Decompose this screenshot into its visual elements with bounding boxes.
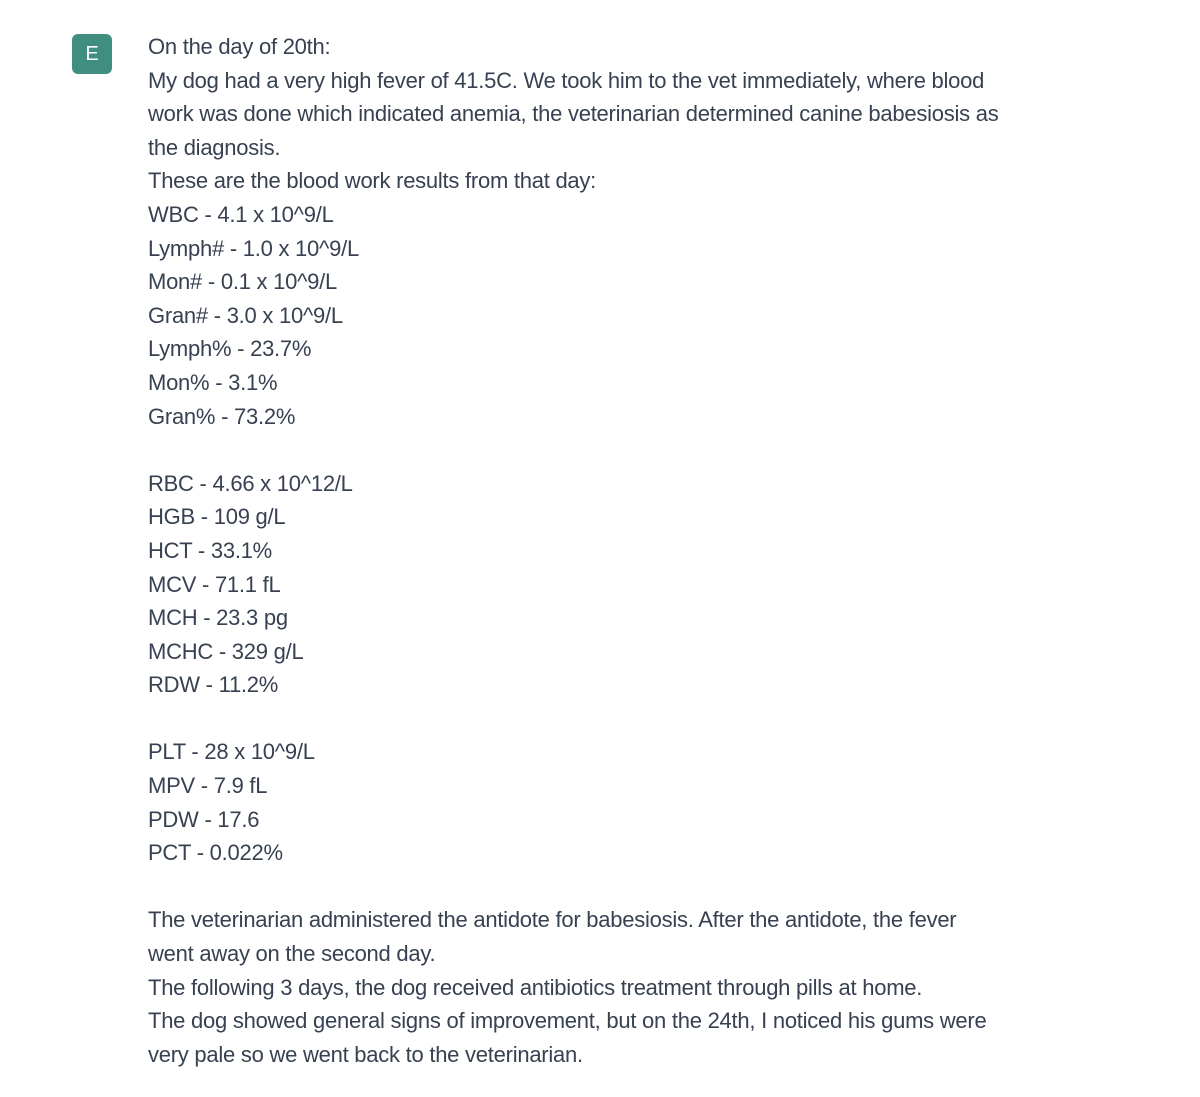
user-avatar: E bbox=[72, 34, 112, 74]
message-text: On the day of 20th: My dog had a very hi… bbox=[148, 34, 999, 1067]
user-avatar-initial: E bbox=[85, 43, 99, 65]
